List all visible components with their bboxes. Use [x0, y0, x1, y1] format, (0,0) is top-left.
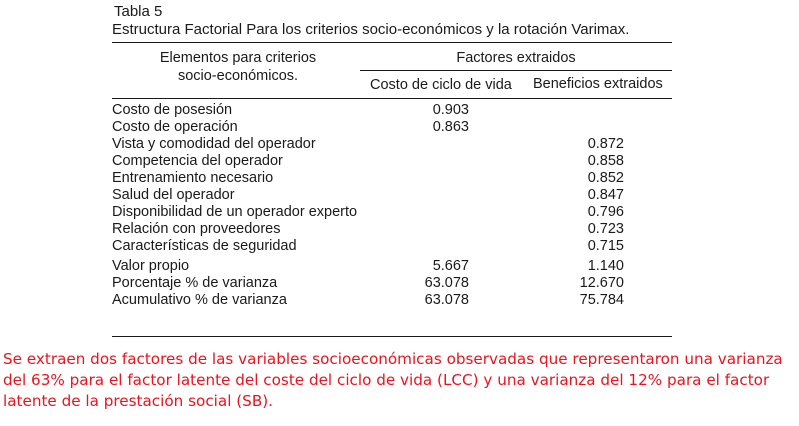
table-caption: Estructura Factorial Para los criterios …: [112, 21, 630, 38]
cell-costo-ciclo-vida: 5.667: [432, 258, 469, 274]
table-row: Competencia del operador 0.858: [112, 153, 672, 170]
cell-beneficios-extraidos: 0.872: [587, 136, 624, 152]
table-row: Entrenamiento necesario 0.852: [112, 170, 672, 187]
top-rule: [112, 42, 672, 43]
group-rule: [360, 70, 672, 71]
cell-costo-ciclo-vida: 63.078: [424, 275, 469, 291]
row-label: Vista y comodidad del operador: [112, 136, 316, 152]
cell-beneficios-extraidos: 75.784: [579, 292, 624, 308]
row-label: Salud del operador: [112, 187, 235, 203]
bottom-rule: [112, 336, 672, 337]
row-label: Costo de operación: [112, 119, 238, 135]
row-label: Relación con proveedores: [112, 221, 281, 237]
cell-beneficios-extraidos: 0.858: [587, 153, 624, 169]
table-row: Vista y comodidad del operador 0.872: [112, 136, 672, 153]
cell-beneficios-extraidos: 0.796: [587, 204, 624, 220]
table-row: Características de seguridad 0.715: [112, 238, 672, 255]
row-label: Competencia del operador: [112, 153, 283, 169]
row-label: Disponibilidad de un operador experto: [112, 204, 358, 220]
row-header: Elementos para criterios socio-económico…: [112, 49, 364, 85]
row-header-line1: Elementos para criterios: [159, 50, 317, 66]
table-row: Valor propio 5.667 1.140: [112, 258, 672, 275]
row-label: Porcentaje % de varianza: [112, 275, 278, 291]
cell-beneficios-extraidos: 0.715: [587, 238, 624, 254]
row-label: Entrenamiento necesario: [112, 170, 274, 186]
cell-beneficios-extraidos: 12.670: [579, 275, 624, 291]
table-row: Porcentaje % de varianza 63.078 12.670: [112, 275, 672, 292]
cell-beneficios-extraidos: 0.723: [587, 221, 624, 237]
group-header: Factores extraidos: [456, 50, 576, 66]
cell-costo-ciclo-vida: 0.863: [432, 119, 469, 135]
cell-beneficios-extraidos: 0.852: [587, 170, 624, 186]
table-row: Acumulativo % de varianza 63.078 75.784: [112, 292, 672, 309]
explanatory-note: Se extraen dos factores de las variables…: [3, 350, 783, 410]
row-label: Características de seguridad: [112, 238, 297, 254]
cell-costo-ciclo-vida: 0.903: [432, 102, 469, 118]
table-row: Costo de posesión 0.903: [112, 102, 672, 119]
table-row: Relación con proveedores 0.723: [112, 221, 672, 238]
col1-header: Costo de ciclo de vida: [370, 77, 512, 93]
cell-costo-ciclo-vida: 63.078: [424, 292, 469, 308]
header-rule: [112, 98, 672, 99]
table-row: Disponibilidad de un operador experto 0.7…: [112, 204, 672, 221]
table-row: Costo de operación 0.863: [112, 119, 672, 136]
table-row: Salud del operador 0.847: [112, 187, 672, 204]
col2-header: Beneficios extraidos: [533, 76, 663, 92]
row-header-line2: socio-económicos.: [177, 68, 299, 84]
table-label: Tabla 5: [114, 3, 163, 20]
row-label: Costo de posesión: [112, 102, 233, 118]
row-label: Valor propio: [112, 258, 190, 274]
row-label: Acumulativo % de varianza: [112, 292, 287, 308]
cell-beneficios-extraidos: 0.847: [587, 187, 624, 203]
cell-beneficios-extraidos: 1.140: [587, 258, 624, 274]
